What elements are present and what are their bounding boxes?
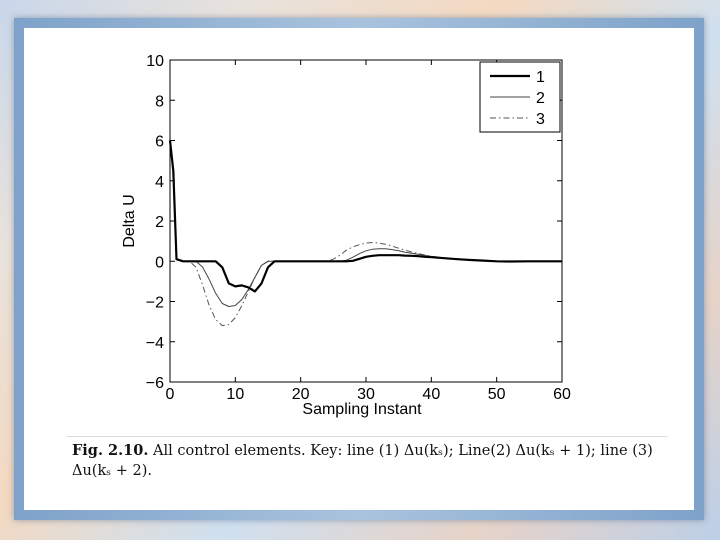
y-tick-label: 4 — [155, 174, 164, 191]
legend-label-2: 2 — [536, 90, 545, 107]
x-tick-label: 20 — [292, 386, 310, 403]
series-line-1 — [168, 140, 562, 293]
figure-caption-box: Fig. 2.10. All control elements. Key: li… — [66, 436, 668, 485]
x-axis-label: Sampling Instant — [302, 401, 422, 418]
y-axis-label: Delta U — [121, 194, 138, 247]
x-tick-label: 60 — [553, 386, 571, 403]
legend-label-3: 3 — [536, 111, 545, 128]
y-tick-label: 10 — [146, 53, 164, 70]
y-tick-label: −4 — [146, 335, 164, 352]
legend-label-1: 1 — [536, 69, 545, 86]
y-tick-label: 8 — [155, 93, 164, 110]
x-tick-label: 50 — [488, 386, 506, 403]
y-tick-label: −6 — [146, 375, 164, 392]
y-tick-label: 6 — [155, 134, 164, 151]
chart-figure: 0 10 20 30 40 50 60 10 8 6 4 2 0 −2 −4 −6 Sampling Insta… — [116, 44, 580, 424]
y-tick-label: 0 — [155, 254, 164, 271]
y-tick-label: 2 — [155, 214, 164, 231]
caption-text: All control elements. Key: line (1) Δu(k… — [72, 443, 653, 479]
x-tick-label: 10 — [226, 386, 244, 403]
x-tick-label: 40 — [422, 386, 440, 403]
x-tick-label: 30 — [357, 386, 375, 403]
caption-label: Fig. 2.10. — [72, 442, 149, 459]
figure-caption: Fig. 2.10. All control elements. Key: li… — [72, 441, 662, 481]
y-tick-label: −2 — [146, 295, 164, 312]
x-tick-label: 0 — [166, 386, 175, 403]
